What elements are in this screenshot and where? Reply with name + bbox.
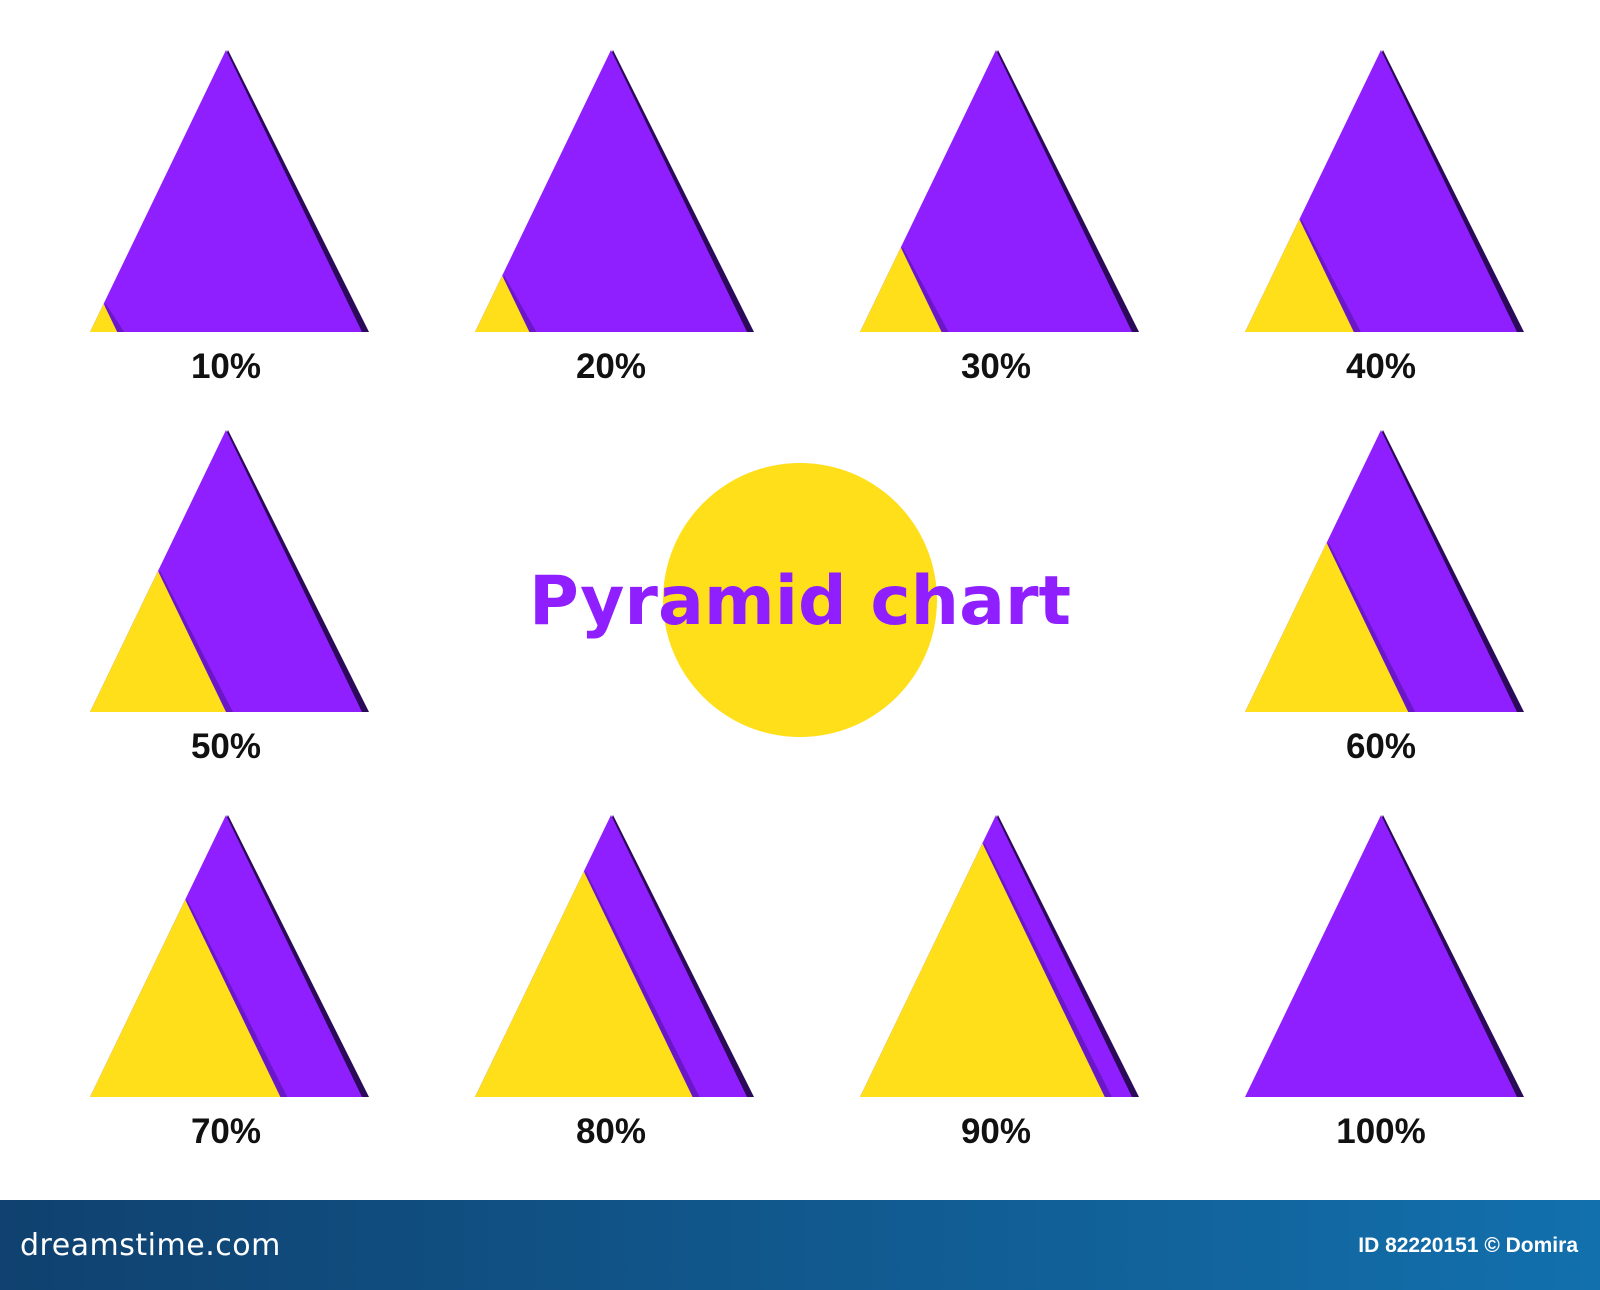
pyramid-label: 70% bbox=[191, 1112, 261, 1151]
pyramid-grid: 10% 20% 30% 40% 50% 60% 70% 80% 90% 100% bbox=[90, 50, 1524, 1151]
pyramid-fill bbox=[90, 303, 118, 332]
pyramid-fill bbox=[475, 275, 530, 332]
pyramid-5: 50% bbox=[90, 430, 369, 766]
pyramid-base bbox=[90, 50, 362, 332]
pyramid-chart-figure: Pyramid chart 10% 20% 30% 40% 50% 60% 70% 80% 90… bbox=[90, 50, 1524, 1151]
pyramid-label: 60% bbox=[1346, 727, 1416, 766]
pyramid-label: 90% bbox=[961, 1112, 1031, 1151]
pyramid-label: 30% bbox=[961, 347, 1031, 386]
pyramid-label: 80% bbox=[576, 1112, 646, 1151]
chart-title-group: Pyramid chart bbox=[529, 463, 1071, 737]
pyramid-fill bbox=[1245, 542, 1409, 712]
pyramid-7: 70% bbox=[90, 815, 369, 1151]
pyramid-10: 100% bbox=[1245, 815, 1524, 1151]
pyramid-8: 80% bbox=[475, 815, 754, 1151]
pyramid-base bbox=[860, 50, 1132, 332]
pyramid-fill bbox=[90, 899, 281, 1097]
chart-title: Pyramid chart bbox=[529, 562, 1071, 641]
pyramid-base bbox=[1245, 815, 1517, 1097]
pyramid-3: 30% bbox=[860, 50, 1139, 386]
brand-logo[interactable]: dreamstime.com bbox=[20, 1228, 281, 1263]
image-credit: ID 82220151 © Domira bbox=[1358, 1234, 1578, 1257]
pyramid-fill bbox=[475, 871, 693, 1097]
footer-bar: dreamstime.com ID 82220151 © Domira bbox=[0, 1200, 1600, 1290]
pyramid-9: 90% bbox=[860, 815, 1139, 1151]
pyramid-1: 10% bbox=[90, 50, 369, 386]
pyramid-6: 60% bbox=[1245, 430, 1524, 766]
title-circle bbox=[663, 463, 937, 737]
pyramid-fill bbox=[860, 843, 1105, 1097]
pyramid-4: 40% bbox=[1245, 50, 1524, 386]
pyramid-base bbox=[475, 50, 747, 332]
pyramid-label: 20% bbox=[576, 347, 646, 386]
pyramid-fill bbox=[860, 247, 942, 332]
pyramid-fill bbox=[90, 571, 226, 712]
pyramid-label: 100% bbox=[1336, 1112, 1426, 1151]
pyramid-label: 10% bbox=[191, 347, 261, 386]
pyramid-fill bbox=[1245, 219, 1354, 332]
pyramid-2: 20% bbox=[475, 50, 754, 386]
pyramid-label: 40% bbox=[1346, 347, 1416, 386]
pyramid-label: 50% bbox=[191, 727, 261, 766]
